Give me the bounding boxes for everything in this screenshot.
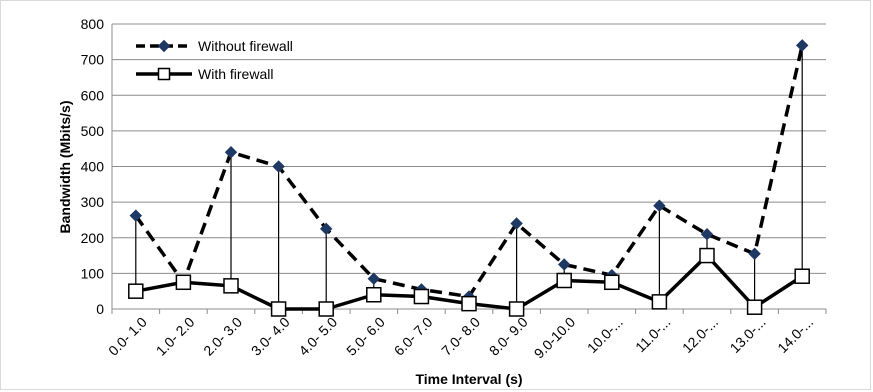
y-tick-label: 700 — [81, 52, 105, 68]
x-tick-label: 13.0-... — [727, 314, 769, 356]
y-tick-label: 400 — [81, 159, 105, 175]
legend-label-without-firewall: Without firewall — [198, 38, 293, 54]
marker-with-firewall — [461, 295, 477, 312]
y-tick-label: 200 — [81, 230, 105, 246]
y-tick-label: 800 — [81, 16, 105, 32]
marker-with-firewall — [508, 301, 525, 317]
series-lines — [134, 44, 804, 311]
x-tick-label: 10.0-... — [584, 314, 626, 356]
marker-with-firewall — [651, 294, 668, 310]
y-tick-label: 100 — [81, 265, 105, 281]
x-tick-labels: 0.0- 1.0 1.0- 2.0 2.0- 3.0 3.0- 4.0 4.0- 5.0… — [105, 314, 816, 362]
x-tick-label: 4.0- 5.0 — [295, 314, 340, 359]
marker-with-firewall — [699, 247, 715, 264]
marker-without-firewall — [367, 272, 381, 285]
marker-without-firewall — [510, 217, 523, 230]
x-tick-label: 9.0-10.0 — [531, 314, 579, 362]
x-tick-label: 2.0- 3.0 — [200, 314, 245, 359]
marker-without-firewall — [272, 160, 285, 173]
drop-lines — [135, 45, 803, 309]
marker-without-firewall — [795, 39, 809, 52]
x-tick-label: 11.0-... — [632, 314, 673, 355]
y-tick-labels: 0 100 200 300 400 500 600 700 800 — [81, 16, 105, 317]
marker-without-firewall — [557, 258, 571, 271]
x-tick-label: 12.0-... — [679, 314, 721, 356]
marker-with-firewall — [366, 287, 382, 303]
marker-without-firewall — [319, 222, 333, 236]
marker-without-firewall — [653, 199, 666, 212]
y-tick-label: 600 — [81, 87, 105, 103]
legend-marker-without-firewall — [157, 39, 171, 53]
marker-with-firewall — [128, 283, 144, 299]
marker-without-firewall — [129, 209, 143, 222]
x-tick-label: 8.0- 9.0 — [486, 314, 531, 359]
marker-with-firewall — [604, 274, 620, 291]
marker-with-firewall — [318, 301, 334, 317]
y-tick-label: 500 — [81, 123, 105, 139]
x-tick-label: 14.0-... — [774, 314, 816, 356]
series-markers — [128, 39, 810, 317]
marker-with-firewall — [746, 299, 763, 315]
x-tick-label: 3.0- 4.0 — [248, 314, 293, 359]
x-tick-label: 7.0- 8.0 — [438, 314, 483, 359]
legend: Without firewall With firewall — [136, 38, 293, 82]
marker-with-firewall — [175, 274, 192, 291]
marker-with-firewall — [223, 278, 239, 294]
marker-with-firewall — [270, 301, 287, 317]
y-axis-title: Bandwidth (Mbits/s) — [57, 101, 73, 234]
marker-with-firewall — [413, 288, 430, 305]
x-tick-label: 0.0- 1.0 — [105, 314, 150, 359]
x-tick-label: 5.0- 6.0 — [343, 314, 388, 359]
marker-with-firewall — [794, 268, 810, 284]
marker-without-firewall — [700, 227, 714, 241]
y-tick-label: 0 — [96, 301, 104, 317]
legend-label-with-firewall: With firewall — [198, 66, 273, 82]
y-tick-label: 300 — [81, 194, 105, 210]
legend-marker-with-firewall — [157, 67, 171, 81]
marker-with-firewall — [556, 272, 572, 289]
x-tick-label: 6.0- 7.0 — [391, 314, 436, 359]
x-axis-title: Time Interval (s) — [415, 371, 522, 387]
marker-without-firewall — [224, 146, 238, 159]
grid-lines — [112, 23, 826, 274]
x-tick-label: 1.0- 2.0 — [153, 314, 198, 359]
marker-without-firewall — [748, 247, 761, 260]
